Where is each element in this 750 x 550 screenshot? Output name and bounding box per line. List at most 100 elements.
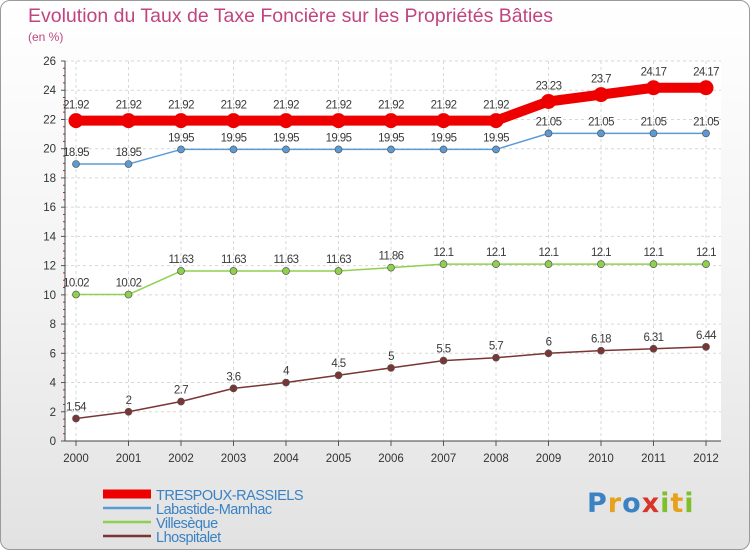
data-point: [387, 263, 395, 272]
data-point: [492, 260, 500, 269]
data-label: 6.44: [696, 330, 717, 342]
data-point: [177, 145, 185, 154]
data-point: [331, 113, 346, 129]
data-label: 21.92: [273, 100, 299, 112]
data-point: [649, 344, 658, 353]
data-label: 6.18: [591, 334, 611, 346]
x-tick-label: 2001: [116, 453, 142, 465]
data-label: 10.02: [116, 278, 142, 290]
data-label: 5: [388, 351, 394, 363]
data-label: 21.92: [221, 100, 247, 112]
y-tick-label: 12: [43, 261, 56, 273]
data-point: [492, 145, 500, 154]
data-point: [383, 113, 399, 129]
data-label: 12.1: [591, 247, 611, 259]
data-point: [649, 260, 658, 269]
y-tick-label: 16: [43, 202, 56, 214]
y-tick-label: 14: [43, 231, 56, 243]
data-label: 19.95: [273, 132, 299, 144]
data-point: [387, 145, 395, 154]
y-tick-label: 4: [50, 378, 57, 390]
data-point: [593, 87, 609, 103]
data-label: 6.31: [644, 332, 664, 344]
data-label: 4: [283, 366, 290, 378]
data-point: [544, 260, 553, 269]
data-point: [177, 397, 185, 406]
data-label: 21.05: [536, 116, 562, 128]
data-label: 19.95: [483, 132, 509, 144]
data-point: [124, 290, 133, 299]
data-point: [282, 145, 290, 154]
legend-label: Villesèque: [156, 516, 218, 532]
data-point: [597, 260, 605, 269]
data-label: 11.86: [379, 251, 404, 263]
y-tick-label: 8: [50, 319, 56, 331]
data-label: 19.95: [326, 132, 352, 144]
data-label: 21.92: [326, 100, 352, 112]
y-tick-label: 10: [43, 290, 56, 302]
data-label: 12.1: [539, 247, 559, 259]
x-tick-label: 2010: [588, 453, 614, 465]
data-point: [226, 113, 241, 129]
data-label: 21.92: [116, 100, 142, 112]
data-point: [229, 384, 238, 393]
proxiti-logo: Proxiti: [587, 488, 695, 519]
data-label: 1.54: [66, 401, 87, 413]
data-point: [436, 113, 451, 129]
data-point: [282, 267, 290, 275]
chart-title: Evolution du Taux de Taxe Foncière sur l…: [28, 5, 553, 27]
data-label: 24.17: [641, 67, 667, 79]
data-point: [173, 113, 189, 129]
data-label: 19.95: [378, 132, 404, 144]
data-point: [597, 129, 605, 138]
data-label: 21.92: [168, 100, 194, 112]
data-point: [72, 414, 80, 423]
data-label: 21.05: [588, 116, 614, 128]
data-point: [334, 371, 343, 380]
data-point: [439, 356, 448, 365]
y-tick-label: 18: [43, 173, 56, 185]
data-label: 19.95: [221, 132, 247, 144]
data-point: [439, 260, 448, 269]
x-tick-label: 2003: [221, 453, 247, 465]
y-tick-label: 20: [43, 144, 56, 156]
x-tick-label: 2004: [273, 453, 299, 465]
data-point: [646, 80, 661, 96]
data-label: 12.1: [486, 247, 506, 259]
y-tick-label: 22: [43, 114, 56, 126]
data-label: 21.05: [641, 116, 667, 128]
data-label: 5.7: [489, 341, 503, 353]
data-point: [439, 145, 448, 154]
data-label: 23.23: [536, 80, 562, 92]
data-label: 21.05: [693, 116, 719, 128]
unit-label: (en %): [28, 30, 64, 44]
data-point: [702, 260, 710, 269]
data-label: 6: [546, 336, 552, 348]
data-point: [124, 407, 133, 416]
data-point: [121, 113, 136, 129]
data-label: 4.5: [331, 358, 345, 370]
x-tick-label: 2011: [641, 453, 666, 465]
x-tick-label: 2009: [536, 453, 562, 465]
data-label: 24.17: [693, 67, 719, 79]
data-label: 19.95: [431, 132, 457, 144]
x-tick-label: 2012: [693, 453, 719, 465]
data-point: [702, 129, 710, 138]
data-point: [541, 93, 556, 109]
y-tick-label: 26: [43, 56, 56, 68]
legend-label: Lhospitalet: [156, 530, 221, 546]
data-point: [492, 353, 500, 362]
data-label: 2.7: [174, 385, 188, 397]
legend-label: TRESPOUX-RASSIELS: [156, 488, 303, 504]
data-point: [488, 113, 504, 129]
data-label: 23.7: [591, 74, 611, 86]
data-point: [282, 378, 290, 387]
data-label: 11.63: [274, 254, 299, 266]
data-label: 11.63: [326, 254, 351, 266]
data-label: 21.92: [63, 100, 89, 112]
y-tick-label: 24: [43, 85, 56, 97]
data-label: 2: [126, 395, 132, 407]
x-tick-label: 2000: [63, 453, 89, 465]
data-point: [387, 364, 395, 372]
